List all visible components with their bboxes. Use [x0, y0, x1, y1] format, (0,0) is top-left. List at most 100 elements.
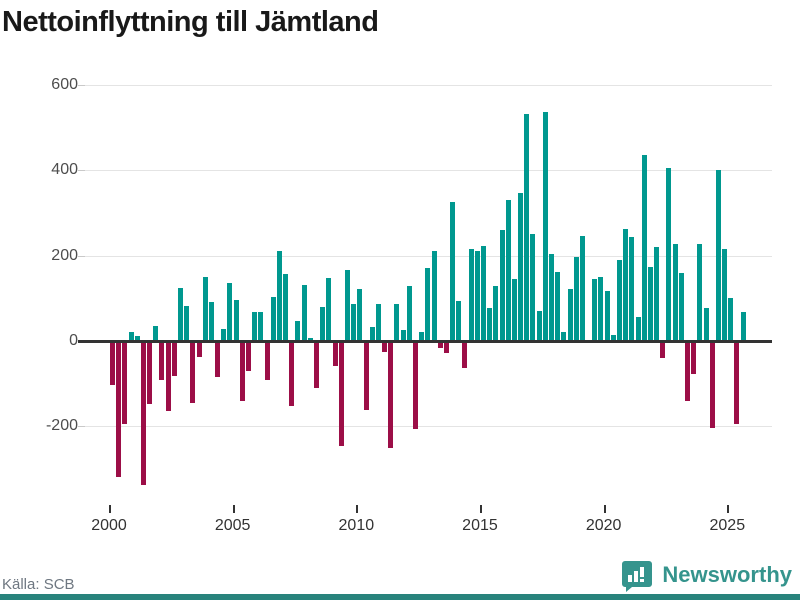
- bar: [734, 342, 740, 424]
- bar: [703, 307, 709, 341]
- bar: [227, 282, 233, 341]
- gridline: [85, 255, 772, 257]
- bar: [252, 311, 258, 341]
- bar: [493, 285, 499, 341]
- bar: [196, 342, 202, 357]
- bar: [728, 298, 734, 341]
- bar: [412, 342, 418, 430]
- x-axis-tick: [479, 505, 482, 513]
- x-axis-label: 2010: [338, 517, 375, 534]
- bar: [320, 307, 326, 341]
- bar: [202, 277, 208, 341]
- x-axis-label: 2025: [709, 517, 746, 534]
- bar: [295, 320, 301, 341]
- newsworthy-icon: [620, 558, 654, 592]
- bar: [518, 193, 524, 341]
- bar: [598, 277, 604, 341]
- bar: [159, 342, 165, 381]
- bar: [474, 251, 480, 341]
- bar: [363, 342, 369, 410]
- y-axis-tick: [78, 255, 85, 257]
- y-axis-tick: [78, 170, 85, 172]
- bar: [443, 342, 449, 354]
- bar: [555, 272, 561, 341]
- bar: [400, 329, 406, 341]
- bar: [456, 300, 462, 341]
- bar: [134, 335, 140, 341]
- bar: [388, 342, 394, 449]
- bar: [499, 230, 505, 341]
- x-axis-tick: [603, 505, 606, 513]
- bar: [635, 316, 641, 341]
- bar: [406, 286, 412, 341]
- bar: [579, 235, 585, 341]
- bar: [685, 342, 691, 402]
- bar: [110, 342, 115, 386]
- bar: [128, 332, 134, 341]
- x-axis-label: 2015: [462, 517, 498, 534]
- y-axis-tick: [78, 426, 85, 428]
- newsworthy-wordmark: Newsworthy: [662, 562, 792, 587]
- bar: [511, 279, 517, 341]
- bar: [740, 312, 746, 341]
- bar: [239, 342, 245, 402]
- y-axis-label: 600: [51, 76, 78, 94]
- bar: [147, 342, 153, 405]
- bar: [691, 342, 697, 375]
- bar: [431, 251, 437, 341]
- gridline: [85, 85, 772, 87]
- x-axis-label: 2005: [214, 517, 251, 534]
- bar: [276, 251, 282, 341]
- bar: [258, 312, 264, 341]
- x-axis-tick: [356, 505, 359, 513]
- bar: [122, 342, 128, 424]
- newsworthy-logo: Newsworthy: [620, 558, 792, 592]
- bar: [246, 342, 252, 371]
- bar: [369, 326, 375, 341]
- bar: [487, 308, 493, 341]
- bar: [666, 167, 672, 341]
- bar: [344, 270, 350, 341]
- bar: [678, 272, 684, 341]
- bar: [530, 233, 536, 341]
- bar: [715, 169, 721, 341]
- x-axis-label: 2020: [585, 517, 622, 534]
- y-axis-tick: [78, 85, 85, 87]
- bar: [660, 342, 666, 358]
- bar: [283, 273, 289, 341]
- bar: [233, 300, 239, 341]
- bar: [307, 338, 313, 341]
- bar: [165, 342, 171, 412]
- x-axis-tick: [232, 505, 235, 513]
- bar: [289, 342, 295, 407]
- bar: [629, 237, 635, 341]
- bar: [542, 111, 548, 341]
- bar: [524, 113, 530, 341]
- bar: [425, 268, 431, 341]
- bar: [301, 284, 307, 341]
- bar: [153, 326, 159, 341]
- bar: [647, 266, 653, 341]
- bar: [351, 304, 357, 341]
- bar: [672, 243, 678, 341]
- y-axis-label: -200: [45, 417, 78, 435]
- bar: [561, 331, 567, 341]
- y-axis-label: 400: [51, 161, 78, 179]
- bar: [326, 278, 332, 341]
- bar: [264, 342, 270, 380]
- plot-area: 600 400 200 0 -200 2000 2005 2010 2015 2020 2025: [46, 75, 775, 534]
- bar: [480, 245, 486, 341]
- bar: [190, 342, 196, 404]
- bar: [394, 303, 400, 341]
- bar: [722, 249, 728, 341]
- bar: [178, 288, 183, 341]
- source-note: Källa: SCB: [2, 576, 75, 593]
- bar: [270, 296, 276, 341]
- bar: [573, 257, 579, 341]
- bar: [338, 342, 344, 447]
- zero-axis-line: [85, 340, 772, 343]
- bar: [171, 342, 177, 376]
- bar: [382, 342, 388, 352]
- bar: [116, 342, 122, 477]
